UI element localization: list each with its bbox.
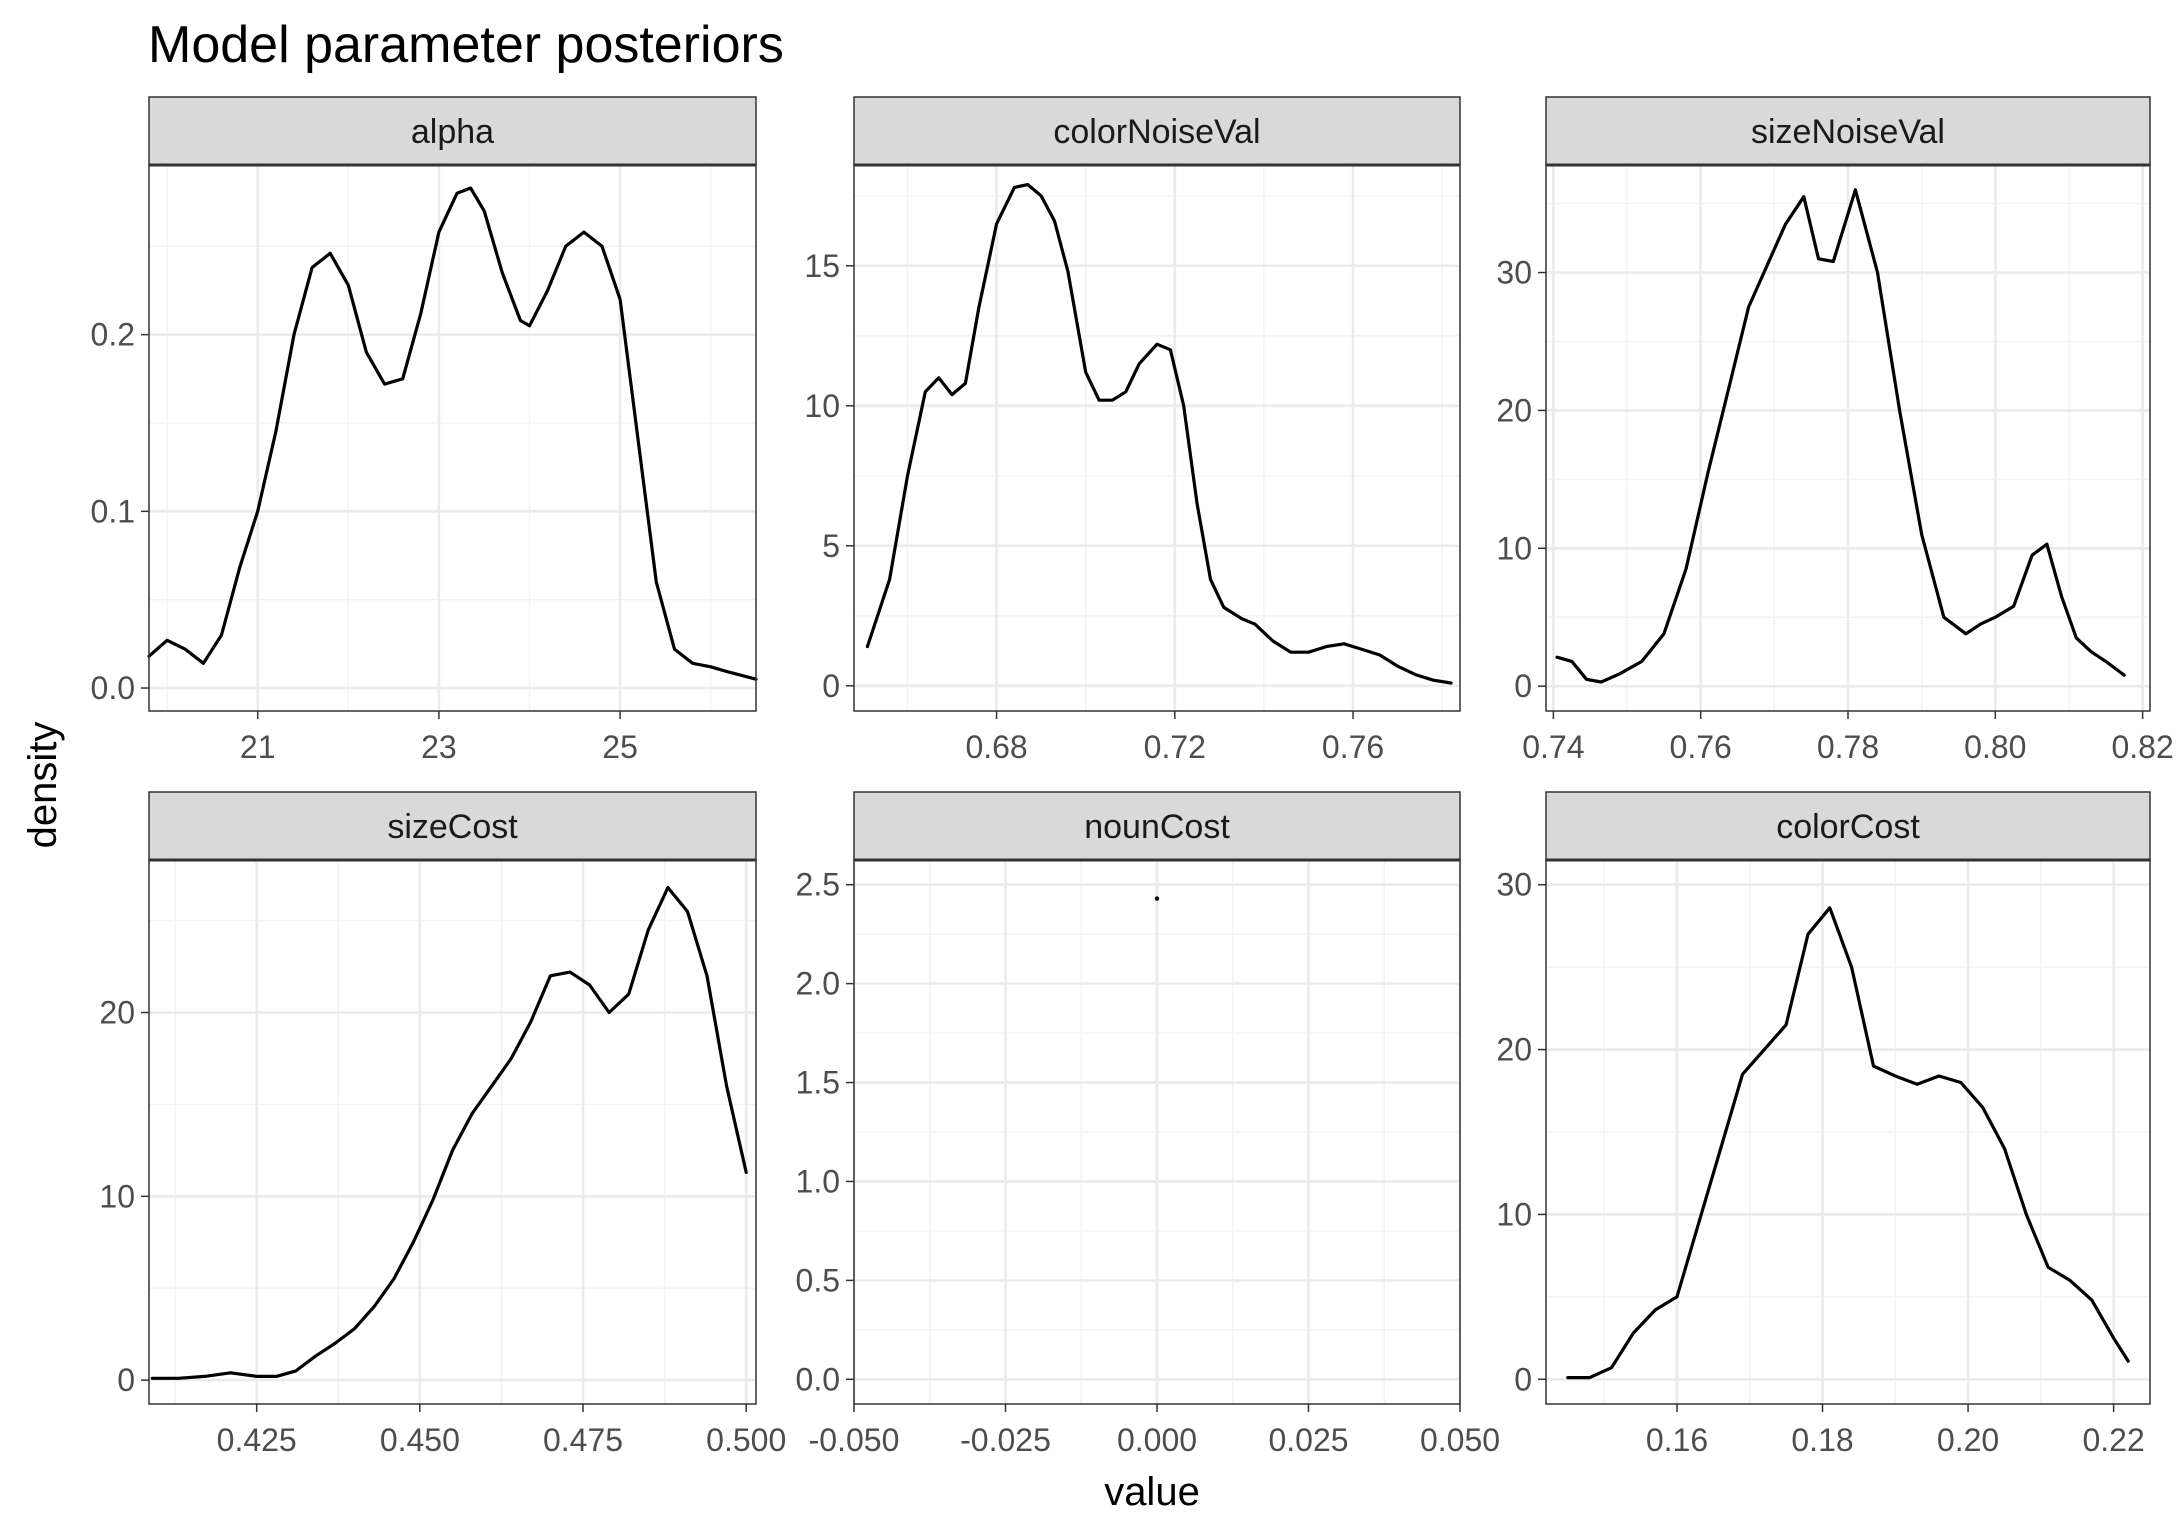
- y-tick-label: 15: [804, 248, 840, 284]
- panel-sizeCost: sizeCost 0.425 0.450 0.475 0.500 0 10 20: [99, 791, 786, 1458]
- x-tick-label: 0.68: [965, 729, 1027, 765]
- y-tick-label: 20: [1496, 392, 1532, 428]
- density-line-sizeCost: [150, 885, 748, 1380]
- panel-colorCost: colorCost 0.16 0.18 0.20 0.22 0 10 20 30: [1496, 791, 2151, 1458]
- y-tick-label: 10: [99, 1178, 135, 1214]
- y-tick-label: 0.2: [91, 317, 135, 353]
- strip-background: [148, 96, 757, 166]
- y-tick-label: 10: [804, 388, 840, 424]
- y-tick-label: 10: [1496, 530, 1532, 566]
- y-tick-label: 0.1: [91, 493, 135, 529]
- x-tick-label: 0.475: [543, 1422, 623, 1458]
- x-tick-label: 0.82: [2111, 729, 2173, 765]
- panel-colorNoiseVal: colorNoiseVal 0.68 0.72 0.76 0 5 10 15: [804, 96, 1461, 765]
- x-tick-label: 0.76: [1322, 729, 1384, 765]
- strip-label-alpha: alpha: [411, 113, 494, 151]
- y-tick-label: 5: [822, 528, 840, 564]
- x-tick-label: 0.72: [1144, 729, 1206, 765]
- strip-label-nounCost: nounCost: [1084, 808, 1230, 846]
- strip-label-sizeNoiseVal: sizeNoiseVal: [1751, 113, 1945, 151]
- y-tick-label: 0: [1514, 1361, 1532, 1397]
- x-tick-label: 0.025: [1268, 1422, 1348, 1458]
- panel-background: [149, 165, 756, 711]
- y-tick-label: 20: [1496, 1032, 1532, 1068]
- strip-label-colorCost: colorCost: [1776, 808, 1920, 846]
- panel-sizeNoiseVal: sizeNoiseVal 0.74 0.76 0.78 0.80 0.82 0 10 20 30: [1496, 96, 2174, 765]
- x-tick-label: 0.20: [1937, 1422, 1999, 1458]
- y-tick-label: 0: [1514, 668, 1532, 704]
- x-tick-label: 0.000: [1117, 1422, 1197, 1458]
- y-tick-label: 0: [117, 1362, 135, 1398]
- y-tick-label: 0.0: [91, 670, 135, 706]
- y-tick-label: 10: [1496, 1196, 1532, 1232]
- y-tick-label: 2.0: [796, 966, 840, 1002]
- x-tick-label: 0.16: [1646, 1422, 1708, 1458]
- density-line-colorNoiseVal: [865, 183, 1453, 685]
- x-tick-label: 0.18: [1791, 1422, 1853, 1458]
- y-tick-label: 0.5: [796, 1262, 840, 1298]
- y-tick-label: 30: [1496, 255, 1532, 291]
- y-tick-label: 0.0: [796, 1361, 840, 1397]
- x-tick-label: 0.425: [217, 1422, 297, 1458]
- y-tick-label: 1.5: [796, 1065, 840, 1101]
- x-tick-label: -0.050: [809, 1422, 900, 1458]
- strip-label-colorNoiseVal: colorNoiseVal: [1053, 113, 1260, 151]
- y-axis-title: density: [21, 722, 65, 849]
- density-point-nounCost: [1154, 896, 1160, 901]
- panels-layer: alpha 21 23 25 0.0 0.1 0.2 colorNoiseVal 0.68 0.7…: [91, 96, 2174, 1458]
- x-tick-label: 0.22: [2082, 1422, 2144, 1458]
- panel-background: [149, 860, 756, 1404]
- y-tick-label: 2.5: [796, 867, 840, 903]
- x-tick-label: 0.74: [1522, 729, 1584, 765]
- y-tick-label: 20: [99, 995, 135, 1031]
- x-tick-label: 25: [602, 729, 638, 765]
- x-axis-title: value: [1104, 1470, 1200, 1514]
- x-tick-label: 21: [240, 729, 276, 765]
- strip-background: [853, 791, 1461, 861]
- y-tick-label: 0: [822, 668, 840, 704]
- x-tick-label: 23: [421, 729, 457, 765]
- density-line-sizeNoiseVal: [1555, 188, 2126, 684]
- density-line-colorCost: [1566, 906, 2130, 1380]
- x-tick-label: -0.025: [960, 1422, 1051, 1458]
- panel-background: [854, 165, 1460, 711]
- panel-alpha: alpha 21 23 25 0.0 0.1 0.2: [91, 96, 758, 765]
- x-tick-label: 0.80: [1964, 729, 2026, 765]
- density-line-alpha: [147, 186, 758, 681]
- strip-label-sizeCost: sizeCost: [387, 808, 518, 846]
- y-tick-label: 30: [1496, 867, 1532, 903]
- chart-title: Model parameter posteriors: [148, 16, 784, 74]
- y-tick-label: 1.0: [796, 1163, 840, 1199]
- x-tick-label: 0.76: [1670, 729, 1732, 765]
- strip-background: [1545, 96, 2151, 166]
- strip-background: [853, 96, 1461, 166]
- x-tick-label: 0.450: [380, 1422, 460, 1458]
- panel-nounCost: nounCost -0.050 -0.025 0.000 0.025 0.050 0.0 0.…: [796, 791, 1500, 1458]
- x-tick-label: 0.050: [1420, 1422, 1500, 1458]
- x-tick-label: 0.78: [1817, 729, 1879, 765]
- x-tick-label: 0.500: [706, 1422, 786, 1458]
